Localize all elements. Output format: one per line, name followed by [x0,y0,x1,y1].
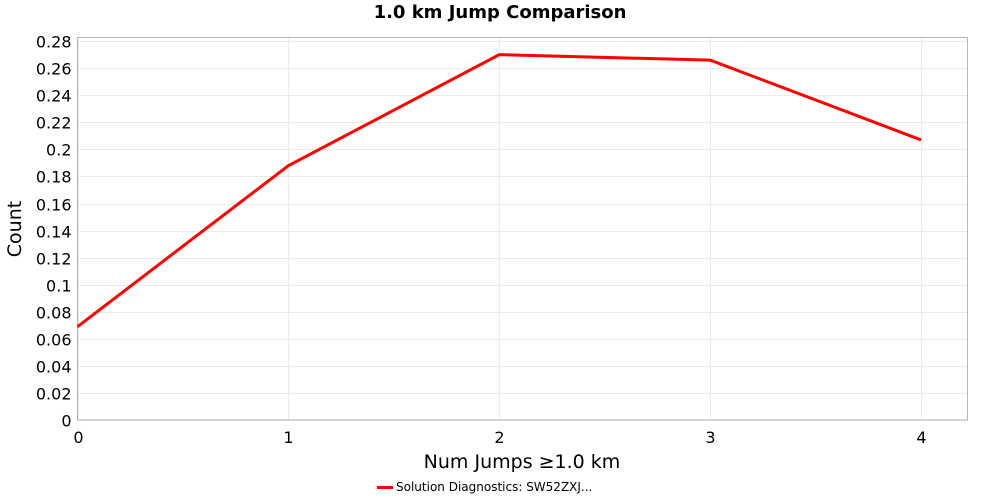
y-tick-label: 0.26 [36,60,72,79]
y-tick-label: 0.24 [36,87,72,106]
y-tick-label: 0 [61,412,71,431]
x-tick-label: 3 [705,428,715,447]
x-tick-label: 0 [73,428,83,447]
legend: Solution Diagnostics: SW52ZXJ... [377,480,592,494]
y-tick-label: 0.1 [46,277,71,296]
x-axis-label: Num Jumps ≥1.0 km [423,451,621,473]
chart-title: 1.0 km Jump Comparison [373,2,627,23]
plot-border [77,37,968,421]
x-tick-label: 4 [916,428,926,447]
y-tick-label: 0.04 [36,358,72,377]
y-tick-label: 0.2 [46,141,71,160]
y-tick-label: 0.06 [36,331,72,350]
y-tick-label: 0.22 [36,114,72,133]
y-tick-label: 0.02 [36,385,72,404]
y-tick-label: 0.12 [36,250,72,269]
x-tick-label: 2 [494,428,504,447]
y-tick-label: 0.28 [36,33,72,52]
legend-label: Solution Diagnostics: SW52ZXJ... [396,480,593,494]
y-tick-label: 0.14 [36,223,72,242]
y-tick-label: 0.08 [36,304,72,323]
x-tick-label: 1 [283,428,293,447]
series-line [76,53,922,328]
y-tick-label: 0.16 [36,196,72,215]
y-tick-label: 0.18 [36,168,72,187]
y-axis-label: Count [4,200,26,258]
legend-swatch [377,485,393,489]
